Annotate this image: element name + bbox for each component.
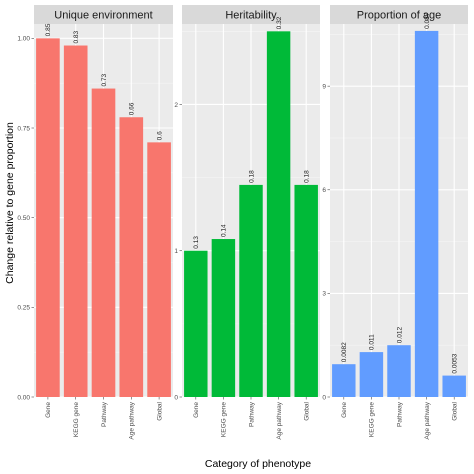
x-tick-label: Global [452,401,459,420]
x-tick-label: KEGG gene [73,402,80,437]
facet-title-1: Heritability [225,10,277,22]
x-tick-label: Global [304,401,311,420]
bar-value-label: 0.32 [276,16,283,29]
bar-gene [184,250,208,397]
y-tick-label: 0.25 [17,305,30,312]
facet-strip-0 [34,5,173,24]
bar-pathway [91,88,116,398]
bar-value-label: 0.18 [304,170,311,183]
x-tick-label: Age pathway [424,401,431,439]
x-tick-label: Global [156,401,163,420]
bar-value-label: 0.011 [369,334,376,350]
y-tick-label: 9 [322,83,326,90]
y-tick-label: 1.00 [17,36,30,43]
x-tick-label: Age pathway [276,401,283,439]
y-tick-label: 0 [174,394,178,401]
bar-value-label: 0.13 [193,236,200,249]
facet-strip-1 [182,5,320,24]
bar-global [442,375,466,397]
bar-value-label: 0.85 [45,23,52,36]
bar-value-label: 0.73 [101,74,108,87]
bar-global [147,142,171,397]
x-axis-title: Category of phenotype [205,458,311,470]
bar-kegg-gene [211,239,236,397]
y-tick-label: 0 [322,394,326,401]
bar-gene [332,364,356,397]
bar-value-label: 0.087 [424,12,431,29]
y-tick-label: 1 [174,248,178,255]
bar-value-label: 0.6 [156,131,163,140]
x-tick-label: Gene [45,402,52,418]
y-axis-title: Change relative to gene proportion [4,122,16,284]
bar-value-label: 0.83 [73,30,80,43]
bar-kegg-gene [63,45,88,398]
x-tick-label: Pathway [248,401,255,427]
bar-global [294,184,318,397]
bar-value-label: 0.012 [396,327,403,344]
bar-value-label: 0.66 [129,102,136,115]
x-tick-label: Pathway [101,401,108,427]
facet-title-0: Unique environment [54,10,152,22]
bar-value-label: 0.14 [221,224,228,237]
x-tick-label: KEGG gene [369,402,376,437]
bar-kegg-gene [359,352,384,397]
y-tick-label: 2 [174,102,178,109]
x-tick-label: KEGG gene [221,402,228,437]
bar-value-label: 0.0082 [341,342,348,362]
bar-pathway [239,184,263,397]
bar-age-pathway [414,30,439,397]
y-tick-label: 6 [322,187,326,194]
x-tick-label: Pathway [396,401,403,427]
bar-value-label: 0.18 [248,170,255,183]
bar-pathway [387,345,411,397]
bar-gene [36,38,60,397]
y-tick-label: 0.50 [17,215,30,222]
facet-strip-2 [330,5,468,24]
facet-title-2: Proportion of age [357,10,441,22]
bar-age-pathway [266,31,291,398]
y-tick-label: 0.00 [17,394,30,401]
bar-value-label: 0.0053 [452,353,459,373]
x-tick-label: Gene [341,402,348,418]
x-tick-label: Gene [193,402,200,418]
y-tick-label: 3 [322,291,326,298]
x-tick-label: Age pathway [129,401,136,439]
bar-age-pathway [119,117,144,397]
y-tick-label: 0.75 [17,125,30,132]
